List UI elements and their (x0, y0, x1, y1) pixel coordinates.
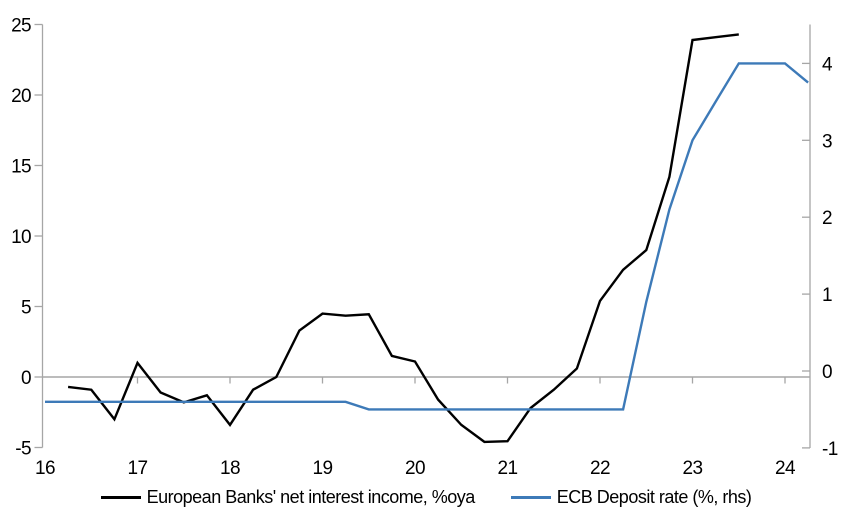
legend-item-net-interest-income: European Banks' net interest income, %oy… (100, 487, 476, 508)
net-interest-income-line (67, 33, 739, 444)
black-line-swatch (100, 496, 141, 499)
legend-label-ecb-deposit-rate: ECB Deposit rate (%, rhs) (556, 487, 752, 507)
left-axis-tick-label: 25 (11, 16, 31, 37)
left-axis-tick-label: 0 (21, 368, 31, 389)
x-axis-tick-label: 21 (498, 458, 518, 479)
right-axis-tick-label: 3 (822, 131, 832, 152)
x-axis-tick-label: 17 (128, 458, 148, 479)
x-axis-tick-label: 23 (683, 458, 703, 479)
ecb-deposit-rate-line (45, 62, 809, 411)
legend: European Banks' net interest income, %oy… (0, 487, 852, 508)
legend-label-net-interest-income: European Banks' net interest income, %oy… (146, 487, 476, 507)
x-axis-tick-label: 16 (35, 458, 55, 479)
left-axis-tick-label: 10 (11, 227, 31, 248)
legend-item-ecb-deposit-rate: ECB Deposit rate (%, rhs) (510, 487, 752, 508)
left-axis-tick-label: 20 (11, 86, 31, 107)
right-axis-tick-label: -1 (822, 439, 838, 460)
right-axis-tick-label: 1 (822, 285, 832, 306)
x-axis-tick-label: 22 (590, 458, 610, 479)
x-axis-tick-label: 20 (405, 458, 425, 479)
right-axis-tick-label: 0 (822, 362, 832, 383)
right-axis-tick-label: 2 (822, 208, 832, 229)
left-axis-tick-label: 15 (11, 157, 31, 178)
left-axis-tick-label: -5 (15, 439, 31, 460)
blue-line-swatch (510, 496, 551, 499)
right-axis-tick-label: 4 (822, 54, 833, 75)
x-axis-tick-label: 24 (775, 458, 796, 479)
x-axis-tick-label: 19 (313, 458, 333, 479)
left-axis-tick-label: 5 (21, 298, 31, 319)
x-axis-tick-label: 18 (220, 458, 240, 479)
